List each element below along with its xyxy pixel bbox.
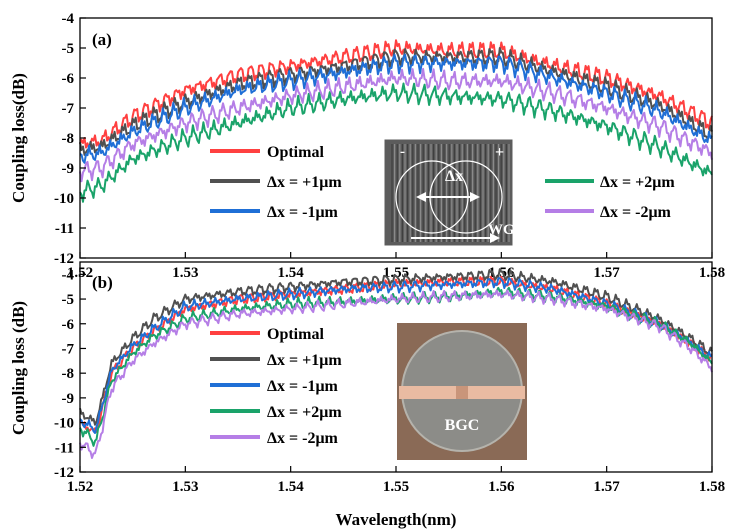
inset-wg-label: WG xyxy=(488,222,515,238)
y-tick-label: -7 xyxy=(62,341,75,357)
x-tick-label: 1.52 xyxy=(67,479,93,495)
panel-a-ylabel: Coupling loss(dB) xyxy=(9,73,28,203)
y-tick-label: -11 xyxy=(55,221,74,237)
panel-b-ylabel: Coupling loss (dB) xyxy=(9,301,28,435)
panel-b-frame xyxy=(79,261,713,473)
panel-b-ticks: 1.52 1.53 1.54 1.55 1.56 1.57 1.58 -4 -5 -6 -7 -8 -9… xyxy=(54,267,725,495)
y-tick-label: -12 xyxy=(54,465,74,481)
y-tick-label: -8 xyxy=(62,366,75,382)
inset-minus-label: - xyxy=(400,144,405,160)
x-tick-label: 1.56 xyxy=(488,479,515,495)
legend-a-minus1: Δx = -1μm xyxy=(267,204,339,221)
panel-a-series-lines xyxy=(79,39,713,203)
legend-b-plus2: Δx = +2μm xyxy=(267,404,342,421)
x-tick-label: 1.55 xyxy=(383,265,409,281)
x-tick-label: 1.55 xyxy=(383,479,409,495)
panel-b-inset: BGC xyxy=(397,323,527,460)
series-line-b-4 xyxy=(79,289,713,459)
panel-a-legend: Optimal Δx = +1μm Δx = -1μm Δx = +2μm Δx… xyxy=(210,144,675,221)
y-tick-label: -12 xyxy=(54,251,74,267)
x-tick-label: 1.54 xyxy=(278,479,305,495)
y-tick-label: -9 xyxy=(62,161,75,177)
legend-b-optimal: Optimal xyxy=(267,326,324,343)
series-line-a-1 xyxy=(79,47,713,156)
inset-bgc-label: BGC xyxy=(445,417,480,434)
y-tick-label: -11 xyxy=(55,440,74,456)
y-tick-label: -4 xyxy=(62,11,75,27)
y-tick-label: -10 xyxy=(54,191,74,207)
x-tick-label: 1.54 xyxy=(278,265,305,281)
inset-plus-label: + xyxy=(495,144,504,161)
panel-a-inset: - + Δx WG xyxy=(383,138,515,247)
inset-arrowhead-right xyxy=(470,192,480,202)
panel-b-series-lines xyxy=(79,268,713,459)
legend-b-minus1: Δx = -1μm xyxy=(267,378,339,395)
series-line-b-3 xyxy=(79,286,713,447)
x-axis-label: Wavelength(nm) xyxy=(336,510,457,529)
series-line-a-4 xyxy=(79,67,713,183)
x-tick-label: 1.57 xyxy=(594,479,621,495)
y-tick-label: -8 xyxy=(62,131,75,147)
series-line-a-0 xyxy=(79,39,713,149)
legend-a-plus1: Δx = +1μm xyxy=(267,174,342,191)
x-tick-label: 1.58 xyxy=(699,479,725,495)
panel-a-label: (a) xyxy=(92,30,112,49)
inset-wg-arrowhead xyxy=(490,233,500,243)
x-tick-label: 1.53 xyxy=(172,479,198,495)
legend-a-plus2: Δx = +2μm xyxy=(600,174,675,191)
inset-arrowhead-left xyxy=(416,192,426,202)
y-tick-label: -9 xyxy=(62,391,75,407)
legend-a-optimal: Optimal xyxy=(267,144,324,161)
y-tick-label: -6 xyxy=(62,71,75,87)
y-tick-label: -7 xyxy=(62,101,75,117)
panel-b-label: (b) xyxy=(92,273,113,292)
y-tick-label: -5 xyxy=(62,292,75,308)
series-line-b-2 xyxy=(79,277,713,434)
inset-grating-lines xyxy=(391,144,510,242)
panel-b-legend: Optimal Δx = +1μm Δx = -1μm Δx = +2μm Δx… xyxy=(210,326,342,447)
x-tick-label: 1.53 xyxy=(172,265,198,281)
y-tick-label: -6 xyxy=(62,317,75,333)
series-line-b-0 xyxy=(79,275,713,433)
y-tick-label: -10 xyxy=(54,416,74,432)
series-line-b-1 xyxy=(79,268,713,426)
legend-a-minus2: Δx = -2μm xyxy=(600,204,672,221)
panel-a: 1.52 1.53 1.54 1.55 1.56 1.57 1.58-4-5-6-7-8-9… xyxy=(9,11,725,281)
panel-b: 1.52 1.53 1.54 1.55 1.56 1.57 1.58 -4 -5 -6 -7 -8 -9… xyxy=(9,261,725,495)
y-tick-label: -5 xyxy=(62,41,75,57)
legend-b-plus1: Δx = +1μm xyxy=(267,352,342,369)
series-line-a-3 xyxy=(79,82,713,203)
series-line-a-2 xyxy=(79,53,713,164)
inset-coupler xyxy=(456,386,468,399)
legend-b-minus2: Δx = -2μm xyxy=(267,430,339,447)
x-tick-label: 1.57 xyxy=(594,265,621,281)
y-tick-label: -4 xyxy=(62,267,75,283)
inset-delta-x-label: Δx xyxy=(445,168,463,185)
panel-a-ticks: 1.52 1.53 1.54 1.55 1.56 1.57 1.58-4-5-6-7-8-9… xyxy=(54,11,725,281)
